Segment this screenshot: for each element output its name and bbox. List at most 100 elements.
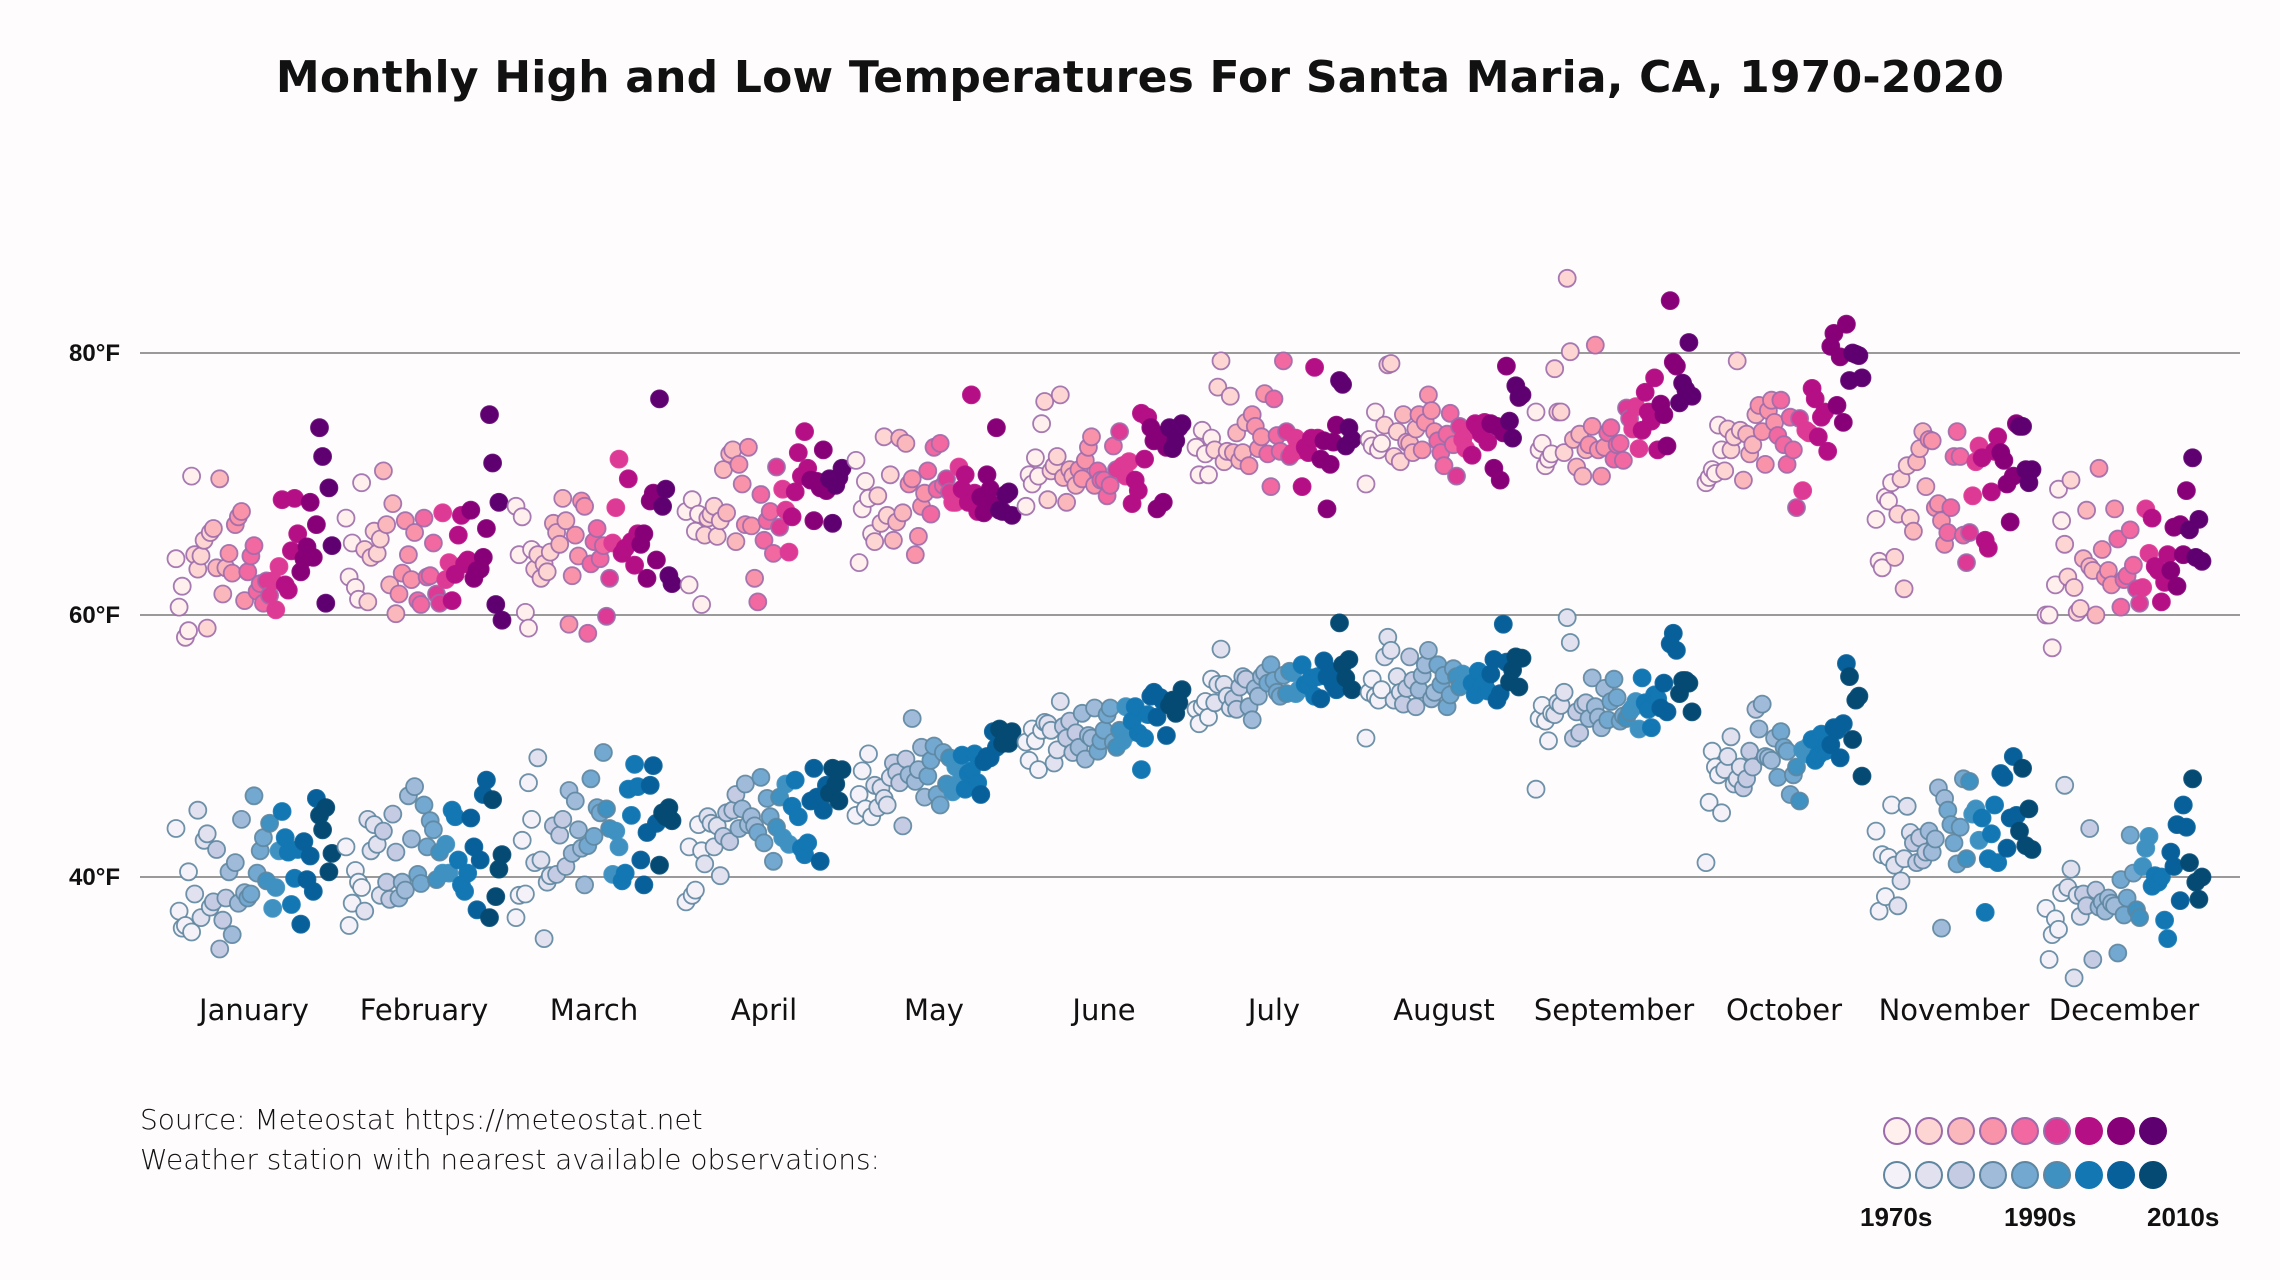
high-temp-point [575,496,594,516]
low-temp-point [2133,857,2153,876]
high-temp-point [1100,475,1120,495]
low-temp-point [1135,728,1154,748]
low-temp-point [1777,741,1797,761]
high-temp-point [1551,402,1571,422]
low-temp-point [1721,727,1741,747]
high-temp-point [358,592,378,612]
chart-title: Monthly High and Low Temperatures For Sa… [275,52,2005,103]
high-temp-point [512,507,532,527]
low-temp-point [1702,741,1722,761]
low-temp-point [492,845,512,865]
high-temp-point [244,536,264,555]
high-temp-point [609,449,629,469]
legend-high-swatch [1947,1117,1975,1145]
high-temp-point [222,563,242,583]
low-temp-point [788,807,808,827]
month-label: February [360,993,489,1027]
high-temp-point [597,606,616,626]
low-temp-point [2022,840,2042,859]
high-temp-point [1554,443,1574,463]
low-temp-point [1632,668,1652,688]
high-temp-point [745,568,764,588]
high-temp-point [1808,427,1828,447]
low-temp-point [1657,702,1677,722]
high-temp-point [300,492,320,512]
high-temp-point [537,562,557,582]
low-temp-point [2173,795,2193,815]
high-temp-point [1135,449,1154,469]
high-temp-point [1057,492,1076,512]
high-temp-point [2105,499,2125,519]
high-temp-point [1872,558,1892,578]
high-temp-point [782,507,802,527]
high-temp-point [748,592,768,612]
low-temp-point [1840,667,1859,686]
high-temp-point [486,595,506,614]
low-temp-point [1029,760,1048,779]
high-temp-point [1957,553,1976,572]
high-temp-point [352,473,372,493]
high-temp-point [2086,605,2106,625]
high-temp-point [1440,403,1460,423]
low-temp-point [1667,641,1686,660]
low-temp-point [625,754,644,774]
high-temp-point [717,503,736,523]
high-temp-point [1038,490,1058,510]
month-label: October [1726,993,1842,1027]
low-temp-point [1790,791,1809,811]
high-temp-point [1837,314,1856,334]
high-temp-point [278,580,298,600]
high-temp-point [856,471,875,491]
low-temp-point [260,813,280,833]
high-temp-point [1833,412,1853,432]
low-temp-point [584,827,604,846]
high-temp-point [1372,433,1391,453]
high-temp-point [2189,510,2209,529]
high-temp-point [169,597,189,617]
high-temp-point [1419,385,1438,405]
low-temp-point [1582,668,1602,688]
low-temp-point [1957,849,1976,869]
high-temp-point [2070,599,2090,618]
high-temp-point [714,460,733,480]
high-temp-point [692,595,711,614]
high-temp-point [433,503,453,523]
high-temp-point [1667,356,1686,376]
low-temp-point [893,816,913,836]
high-temp-point [785,482,805,502]
high-temp-point [313,447,333,466]
low-temp-point [804,758,824,778]
low-temp-point [1679,673,1699,693]
high-temp-point [653,496,672,516]
high-temp-point [411,595,431,614]
low-temp-point [291,914,311,934]
high-temp-point [550,534,570,554]
low-temp-point [1539,731,1558,751]
low-temp-point [1975,903,1995,922]
legend-high-swatch [2075,1117,2103,1145]
high-temp-point [2120,520,2140,540]
high-temp-point [2192,551,2212,571]
low-temp-point [832,760,852,779]
low-temp-point [2151,867,2171,887]
gridlines [140,352,2240,878]
high-temp-point [1614,450,1633,470]
low-temp-point [1570,723,1590,743]
low-temp-point [1400,647,1420,667]
low-temp-point [244,786,264,806]
high-temp-point [191,546,211,566]
low-temp-point [2139,827,2159,846]
low-temp-point [1762,751,1781,770]
low-temp-point [2180,853,2199,872]
low-temp-point [445,807,465,827]
high-temp-point [1582,416,1602,436]
high-temp-point [1950,447,1970,466]
high-temp-point [962,385,981,405]
month-label: July [1246,993,1300,1027]
low-temp-point [470,850,490,870]
high-temp-point [269,557,289,576]
high-temp-point [846,450,866,470]
low-temp-point [241,884,261,904]
month-label: April [731,993,797,1027]
low-temp-point [377,872,397,892]
